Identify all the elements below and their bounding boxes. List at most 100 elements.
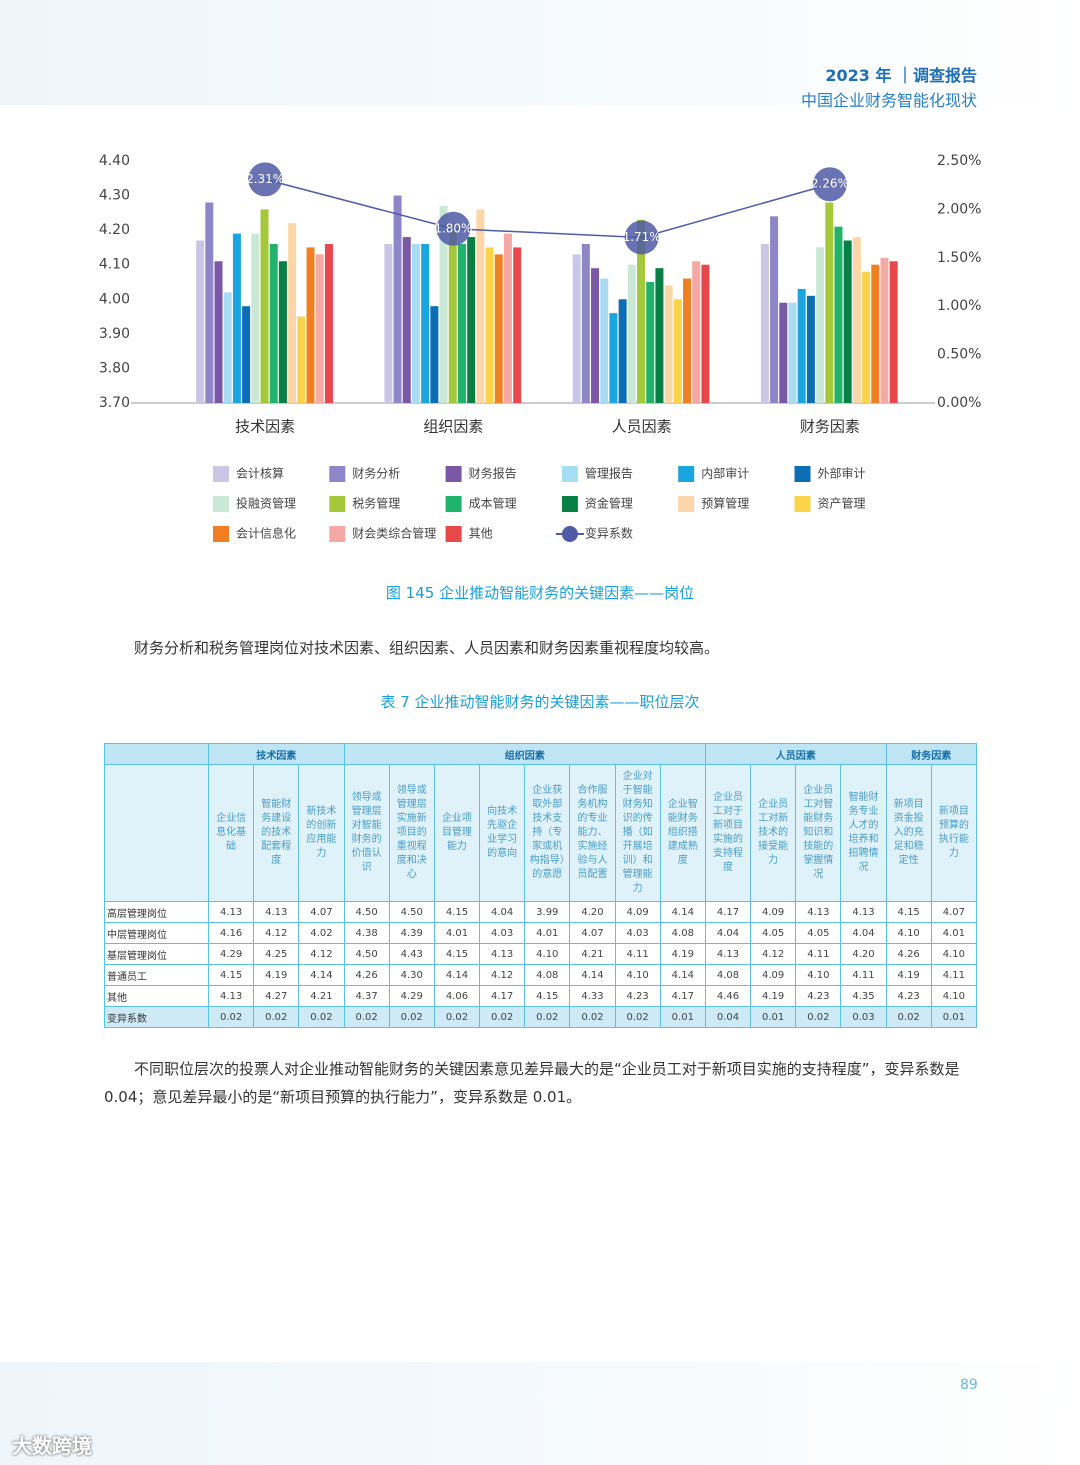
bar — [806, 295, 815, 403]
column-header: 智能财务建设的技术配套程度 — [253, 764, 300, 902]
bar — [315, 254, 324, 403]
table-cell: 4.35 — [840, 985, 887, 1007]
table-cell: 4.30 — [388, 964, 435, 986]
table-cell: 4.11 — [930, 964, 978, 986]
bar — [816, 247, 825, 403]
figure-caption: 图 145 企业推动智能财务的关键因素——岗位 — [385, 584, 695, 602]
header-band — [0, 0, 1080, 105]
table-cell: 4.19 — [885, 964, 932, 986]
table-row: 其他 4.13 4.27 4.21 4.37 4.29 4.06 4.17 4.15 4.33 4.… — [104, 985, 978, 1007]
chart: 3.70 3.80 3.90 4.00 4.10 4.20 4.30 4.40 0.00% 0.5… — [99, 153, 981, 542]
bar — [683, 278, 692, 403]
table-cell: 4.12 — [750, 943, 797, 965]
table-cell: 4.08 — [659, 922, 706, 944]
bar — [223, 292, 232, 403]
table-cell: 4.50 — [388, 901, 435, 923]
column-header: 企业对于智能财务知识的传播（如开展培训）和管理能力 — [614, 764, 661, 902]
table-cell: 4.19 — [750, 985, 797, 1007]
group-header: 人员因素 — [704, 743, 887, 765]
column-header: 企业信息化基础 — [207, 764, 255, 902]
line-marker — [624, 220, 659, 255]
legend-label: 会计核算 — [236, 466, 284, 481]
paragraph: 不同职位层次的投票人对企业推动智能财务的关键因素意见差异最大的是“企业员工对于新… — [104, 1060, 960, 1106]
bar — [600, 278, 609, 403]
bar — [467, 237, 476, 403]
legend-label: 预算管理 — [701, 496, 749, 511]
bar — [843, 240, 852, 403]
column-header: 新项目资金投入的充足和稳定性 — [885, 764, 932, 902]
bar — [306, 247, 315, 403]
legend-swatch — [794, 496, 811, 512]
table-cell: 4.27 — [253, 985, 300, 1007]
table-cell: 4.05 — [750, 922, 797, 944]
table-cell: 4.15 — [885, 901, 932, 923]
bar — [448, 223, 457, 403]
table-cell: 0.01 — [930, 1006, 978, 1028]
row-label: 高层管理岗位 — [104, 901, 209, 923]
table-cell: 4.04 — [704, 922, 752, 944]
table-cell: 4.14 — [659, 901, 706, 923]
bar — [214, 261, 223, 403]
y2-tick-label: 2.00% — [937, 201, 981, 217]
legend-label: 投融资管理 — [236, 496, 296, 511]
bar — [788, 302, 797, 403]
table-cell: 4.13 — [840, 901, 887, 923]
data-label: 2.26% — [811, 177, 849, 191]
table-cell: 4.17 — [704, 901, 752, 923]
column-header: 企业项目管理能力 — [433, 764, 481, 902]
y2-tick-label: 0.00% — [937, 395, 981, 411]
data-label: 1.71% — [623, 230, 661, 244]
table-row: 中层管理岗位 4.16 4.12 4.02 4.38 4.39 4.01 4.03 4.01 4.… — [104, 922, 978, 944]
column-header: 智能财务专业人才的培养和招聘情况 — [840, 764, 887, 902]
bar — [591, 268, 600, 403]
bar — [655, 268, 664, 403]
table-cell: 0.02 — [524, 1006, 571, 1028]
table-cell: 4.26 — [885, 943, 932, 965]
table-cell: 4.25 — [253, 943, 300, 965]
table-cell: 0.02 — [569, 1006, 616, 1028]
bar — [572, 254, 581, 403]
bar — [269, 243, 278, 403]
bar — [430, 306, 439, 403]
table-cell: 4.21 — [569, 943, 616, 965]
table-cell: 4.23 — [614, 985, 661, 1007]
bar — [673, 299, 682, 403]
table-cell: 4.07 — [298, 901, 345, 923]
table-cell: 4.10 — [524, 943, 571, 965]
data-label: 1.80% — [434, 221, 472, 235]
bar — [411, 243, 420, 403]
legend-swatch — [213, 496, 229, 512]
legend-swatch — [329, 496, 346, 512]
table-cell: 4.06 — [433, 985, 481, 1007]
table-cell: 4.15 — [207, 964, 255, 986]
column-header: 合作服务机构的专业能力、实施经验与人员配置 — [569, 764, 616, 902]
table-cell: 4.04 — [479, 901, 526, 923]
table-cell: 4.43 — [388, 943, 435, 965]
bar — [852, 237, 861, 403]
bar — [627, 264, 636, 403]
column-header: 领导或管理层对智能财务的价值认识 — [343, 764, 390, 902]
table-cell: 4.08 — [524, 964, 571, 986]
header-row: 技术因素 组织因素 人员因素 财务因素 — [104, 743, 978, 765]
bar — [439, 205, 448, 403]
table-cell: 4.11 — [795, 943, 842, 965]
legend-swatch — [445, 526, 462, 542]
bar — [871, 264, 880, 403]
legend-swatch — [329, 466, 346, 482]
bar — [260, 209, 269, 403]
line-marker — [436, 211, 471, 246]
y2-tick-label: 1.50% — [937, 250, 981, 266]
legend-label: 变异系数 — [585, 526, 633, 541]
table-cell: 4.10 — [930, 943, 978, 965]
legend-swatch — [794, 466, 811, 482]
bar — [485, 247, 494, 403]
table-row: 基层管理岗位 4.29 4.25 4.12 4.50 4.43 4.15 4.13 4.10 4.… — [104, 943, 978, 965]
column-header: 向技术先驱企业学习的意向 — [479, 764, 526, 902]
bar — [637, 219, 646, 403]
bar — [232, 233, 241, 403]
table-cell: 4.20 — [840, 943, 887, 965]
bar — [278, 261, 287, 403]
column-header: 企业员工对智能财务知识和技能的掌握情况 — [795, 764, 842, 902]
y-tick-label: 3.90 — [99, 326, 130, 342]
table-cell: 4.10 — [885, 922, 932, 944]
